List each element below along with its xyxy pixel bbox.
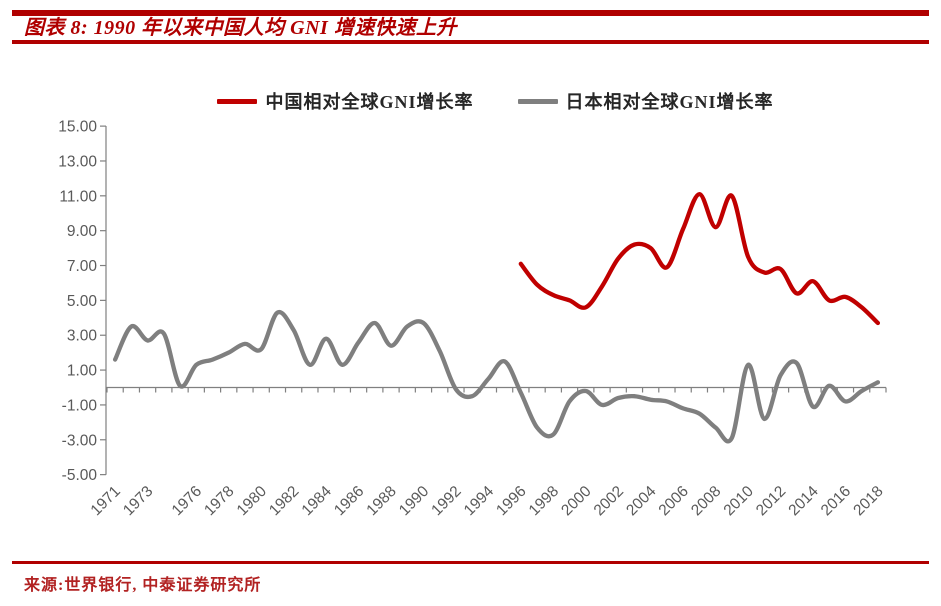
x-tick-label: 2002 bbox=[591, 483, 627, 519]
x-tick-label: 2016 bbox=[818, 483, 854, 519]
china-series-line bbox=[518, 191, 881, 326]
x-tick-label: 1984 bbox=[299, 483, 336, 520]
x-tick-label: 2010 bbox=[721, 483, 758, 520]
y-tick-label: 11.00 bbox=[59, 188, 97, 205]
x-tick-label: 1990 bbox=[396, 483, 433, 520]
x-tick-label: 2012 bbox=[753, 483, 789, 519]
x-tick-label: 1996 bbox=[493, 483, 529, 519]
x-tick-label: 1976 bbox=[169, 483, 205, 519]
chart-legend: 中国相对全球GNI增长率 日本相对全球GNI增长率 bbox=[50, 88, 941, 114]
y-tick-label: 1.00 bbox=[67, 363, 98, 380]
japan-legend-swatch bbox=[517, 98, 558, 104]
x-tick-label: 2008 bbox=[688, 483, 724, 519]
x-tick-label: 1978 bbox=[201, 483, 237, 519]
x-tick-label: 2000 bbox=[558, 483, 595, 520]
china-legend-label: 中国相对全球GNI增长率 bbox=[265, 92, 474, 112]
y-tick-label: 13.00 bbox=[58, 153, 97, 170]
y-tick-label: 15.00 bbox=[58, 119, 97, 136]
x-tick-label: 1994 bbox=[461, 483, 498, 520]
footer-divider bbox=[12, 561, 929, 564]
japan-series-line bbox=[112, 309, 881, 444]
page-title: 图表 8: 1990 年以来中国人均 GNI 增速快速上升 bbox=[24, 17, 457, 39]
y-tick-label: -3.00 bbox=[62, 432, 98, 449]
y-tick-label: 5.00 bbox=[67, 293, 98, 310]
y-tick-label: 3.00 bbox=[67, 328, 98, 345]
china-legend-swatch bbox=[217, 98, 258, 104]
x-tick-label: 1988 bbox=[363, 483, 399, 519]
x-tick-label: 1998 bbox=[526, 483, 562, 519]
japan-legend-label: 日本相对全球GNI增长率 bbox=[565, 92, 774, 112]
x-tick-label: 1973 bbox=[120, 483, 156, 519]
legend-item-china: 中国相对全球GNI增长率 bbox=[217, 88, 473, 114]
y-tick-label: 9.00 bbox=[67, 223, 98, 240]
y-tick-label: -5.00 bbox=[62, 467, 98, 484]
header-top-bar bbox=[12, 10, 929, 16]
x-tick-label: 1971 bbox=[88, 483, 124, 519]
x-tick-label: 1986 bbox=[331, 483, 367, 519]
x-tick-label: 1982 bbox=[266, 483, 302, 519]
legend-item-japan: 日本相对全球GNI增长率 bbox=[517, 88, 774, 114]
x-tick-label: 2004 bbox=[623, 483, 660, 520]
x-tick-label: 1980 bbox=[234, 483, 271, 520]
y-tick-label: -1.00 bbox=[62, 397, 98, 414]
x-tick-label: 1992 bbox=[428, 483, 464, 519]
header-underline bbox=[12, 40, 929, 44]
x-tick-label: 2014 bbox=[785, 483, 822, 520]
x-tick-label: 2018 bbox=[850, 483, 886, 519]
source-text: 来源:世界银行, 中泰证券研究所 bbox=[24, 577, 262, 594]
x-tick-label: 2006 bbox=[656, 483, 692, 519]
y-tick-label: 7.00 bbox=[67, 258, 98, 275]
